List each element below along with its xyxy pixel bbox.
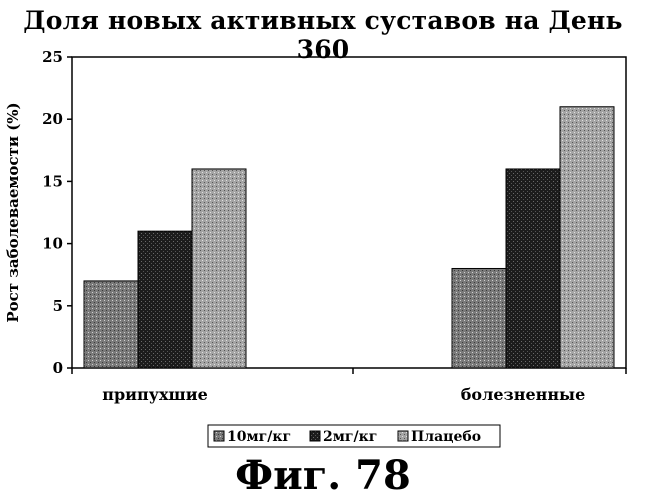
legend-swatch: [309, 430, 321, 442]
legend-swatch: [397, 430, 409, 442]
legend-label: 2мг/кг: [323, 429, 377, 445]
chart-title: Доля новых активных суставов на День 360: [23, 6, 623, 64]
y-tick-label: 5: [53, 297, 63, 315]
x-category-label: болезненные: [461, 385, 586, 404]
bar-chart: 0 5 10 15 20 25 припухшие болезненные Рост забол…: [4, 48, 627, 448]
legend-swatch: [213, 430, 225, 442]
bar-1-1: [83, 280, 139, 369]
y-tick-label: 15: [42, 172, 63, 190]
y-axis-label: Рост заболеваемости (%): [4, 102, 22, 322]
bar-2-1: [137, 230, 193, 369]
legend-label: 10мг/кг: [227, 429, 291, 445]
plot-frame: [71, 56, 627, 369]
bar-3-1: [191, 168, 247, 369]
legend-box: [207, 424, 501, 448]
bar-1-2: [451, 267, 507, 369]
y-tick-label: 20: [42, 110, 63, 128]
figure-caption: Фиг. 78: [235, 452, 411, 499]
y-tick-label: 0: [53, 359, 63, 377]
y-tick-label: 10: [42, 235, 63, 253]
y-tick-label: 25: [42, 48, 63, 66]
bar-2-2: [505, 168, 561, 369]
plot-area: 0 5 10 15 20 25 припухшие болезненные Рост забол…: [4, 48, 627, 448]
bar-3-2: [559, 106, 615, 369]
x-category-label: припухшие: [102, 385, 208, 404]
legend-label: Плацебо: [411, 429, 481, 445]
